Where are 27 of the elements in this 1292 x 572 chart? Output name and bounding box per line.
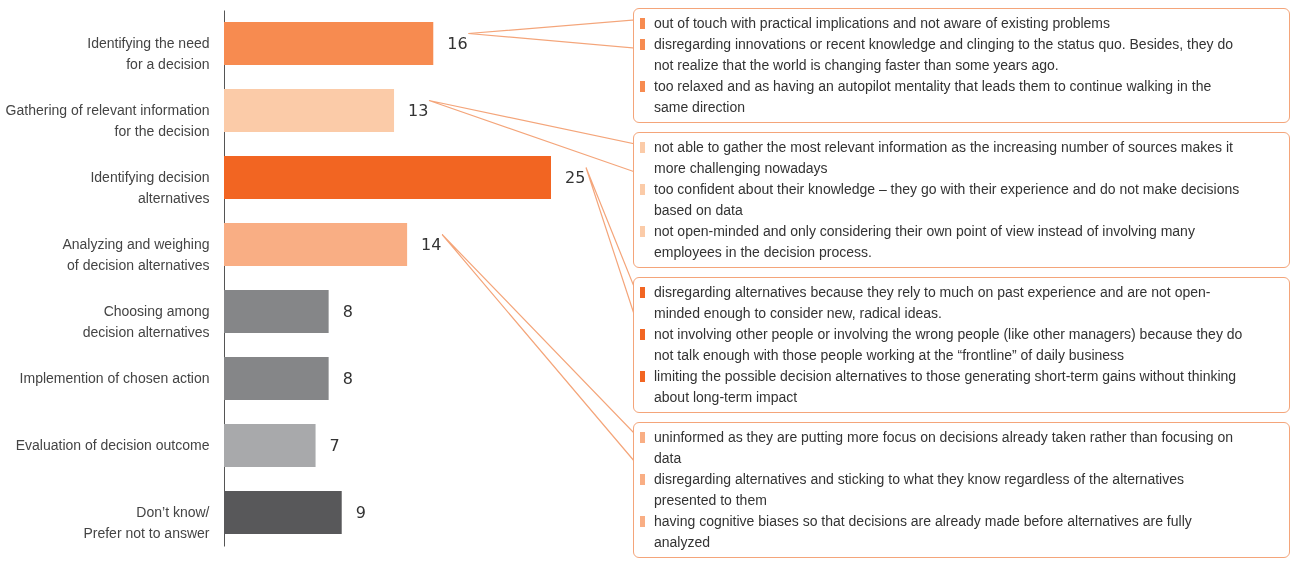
bar <box>224 156 551 199</box>
data-label: 8 <box>342 368 353 388</box>
y-tick-label: Identifying the need for a decision <box>87 34 210 72</box>
text: disregarding alternatives because they rely to much on past experience and are not open-minded enough to consider new, radical ideas. not involving other people or involving the wrong people (like other managers) because they do not talk enough with those people working at the “frontline” of daily business limiting the possible decision alternatives to those generating short-term gains without thinking about long-term impact <box>654 284 1243 405</box>
data-label: 7 <box>329 435 340 455</box>
text: out of touch with practical implications and not aware of existing problems disregarding innovations or recent knowledge and clinging to the status quo. Besides, they do not realize that the world is changing faster than some years ago. too relaxed and as having an autopilot mentality that leads them to continue walking in the same direction <box>654 15 1234 115</box>
y-tick-label: Identifying decision alternatives <box>90 168 210 206</box>
y-tick-label: Gathering of relevant information for the decision <box>5 101 210 139</box>
bar <box>224 424 316 467</box>
bar <box>224 89 395 132</box>
y-tick-label: Choosing among decision alternatives <box>82 302 210 340</box>
y-tick-label: Implemention of chosen action <box>19 369 210 386</box>
data-label: 25 <box>565 167 586 187</box>
y-tick-label: Evaluation of decision outcome <box>15 436 210 453</box>
bar <box>224 290 329 333</box>
data-label: 9 <box>355 502 366 522</box>
data-label: 14 <box>421 234 442 254</box>
data-label: 16 <box>447 33 468 53</box>
y-tick-label: Don’t know/ Prefer not to answer <box>83 503 210 541</box>
bar <box>224 223 408 266</box>
data-label: 8 <box>342 301 353 321</box>
bar <box>224 357 329 400</box>
bar <box>224 22 434 65</box>
data-label: 13 <box>408 100 429 120</box>
text: not able to gather the most relevant information as the increasing number of sources makes it more challenging nowadays too confident about their knowledge – they go with their experience and do not make decisions based on data not open-minded and only considering their own point of view instead of involving many employees in the decision process. <box>654 139 1240 260</box>
y-tick-label: Analyzing and weighing of decision alternatives <box>62 235 210 273</box>
text: uninformed as they are putting more focus on decisions already taken rather than focusing on data disregarding alternatives and sticking to what they know regardless of the alternatives presented to them having cognitive biases so that decisions are already made before alternatives are fully analyzed <box>654 429 1234 550</box>
